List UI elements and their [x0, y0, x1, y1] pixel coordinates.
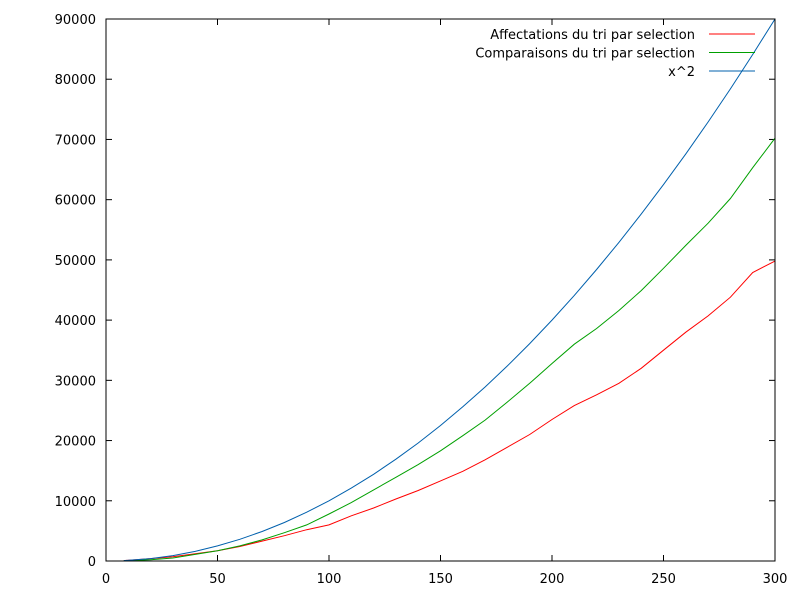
y-tick-label: 30000	[55, 374, 96, 389]
tick-labels: 0 50 100 150 200 250 300 0 10000 20000 30000 40000 5…	[55, 13, 788, 587]
plot-frame	[105, 18, 776, 562]
axis-ticks	[105, 18, 776, 562]
x-tick-label: 0	[102, 572, 110, 587]
series-line-1	[123, 137, 776, 562]
y-tick-label: 80000	[55, 73, 96, 88]
series-line-0	[123, 260, 776, 562]
y-tick-label: 10000	[55, 495, 96, 510]
y-tick-label: 70000	[55, 133, 96, 148]
x-tick-label: 300	[763, 572, 788, 587]
legend-label: Affectations du tri par selection	[490, 28, 695, 43]
series-lines	[123, 18, 776, 562]
x-tick-label: 250	[651, 572, 676, 587]
legend-label: Comparaisons du tri par selection	[475, 47, 695, 62]
x-tick-label: 150	[428, 572, 453, 587]
x-tick-label: 100	[317, 572, 342, 587]
y-tick-label: 90000	[55, 13, 96, 28]
y-tick-label: 60000	[55, 194, 96, 209]
legend-label: x^2	[668, 65, 695, 80]
series-line-2	[123, 18, 776, 562]
x-tick-label: 50	[209, 572, 226, 587]
y-tick-label: 50000	[55, 254, 96, 269]
legend: Affectations du tri par selection Compara…	[475, 28, 755, 80]
x-tick-label: 200	[540, 572, 565, 587]
y-tick-label: 20000	[55, 435, 96, 450]
y-tick-label: 0	[88, 555, 96, 570]
y-tick-label: 40000	[55, 314, 96, 329]
